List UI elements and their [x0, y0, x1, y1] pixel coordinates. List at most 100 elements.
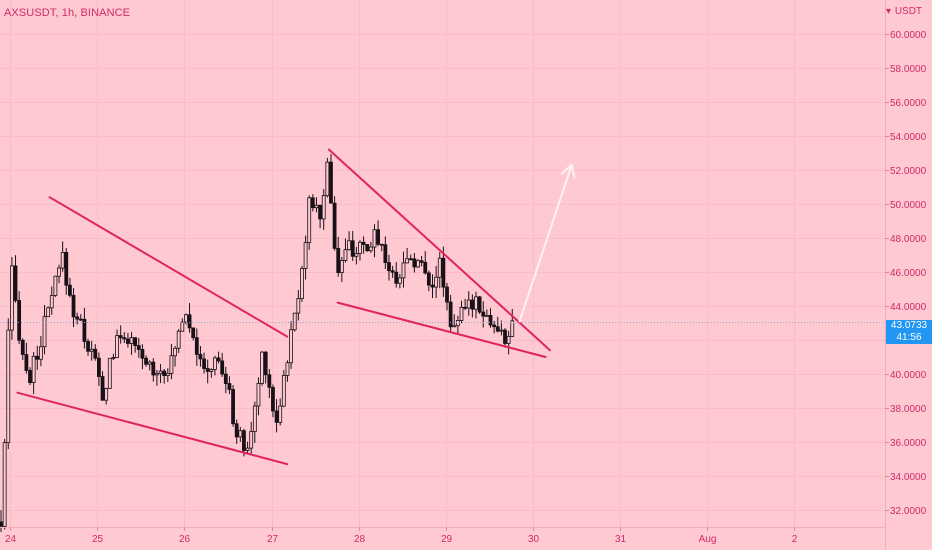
trendline-triangle-1-upper[interactable]: [48, 196, 289, 338]
candle-body: [510, 320, 515, 337]
price-tick-label: 56.0000: [890, 98, 927, 109]
candle: [423, 251, 428, 275]
candle-body: [383, 244, 388, 263]
candle-body: [64, 252, 69, 286]
candle: [147, 360, 152, 371]
candle: [492, 320, 497, 334]
candle-body: [115, 335, 119, 358]
drawing-annotations[interactable]: [16, 148, 576, 466]
candle: [231, 384, 235, 427]
candle-body: [17, 300, 22, 341]
candle: [419, 255, 424, 267]
candle: [506, 330, 511, 355]
candle: [365, 244, 370, 252]
candle-body: [325, 161, 330, 197]
candle: [256, 377, 261, 416]
candle: [307, 195, 312, 250]
candle: [300, 265, 304, 302]
candle-body: [506, 335, 511, 344]
candle-body: [310, 197, 315, 209]
candle-body: [477, 296, 482, 313]
candle: [318, 204, 322, 229]
candle: [169, 343, 174, 380]
candle-body: [75, 316, 80, 320]
candle: [249, 421, 254, 455]
candle-body: [318, 204, 322, 220]
trendline-triangle-1-lower[interactable]: [16, 391, 289, 466]
candle: [111, 353, 116, 360]
candle-body: [448, 301, 453, 328]
candle: [289, 321, 293, 369]
candle: [416, 259, 420, 268]
candle-body: [93, 348, 98, 359]
candle-body: [104, 388, 109, 401]
candle: [452, 314, 457, 328]
price-tick-label: 38.0000: [890, 404, 927, 415]
trendline-triangle-2-lower[interactable]: [336, 301, 547, 358]
candle-body: [394, 271, 399, 284]
symbol-title: AXSUSDT, 1h, BINANCE: [4, 7, 131, 19]
candle: [2, 438, 7, 530]
candle-body: [426, 272, 431, 286]
bar-countdown-badge: 41:56: [886, 332, 932, 344]
candle: [213, 355, 217, 376]
candle: [379, 243, 384, 252]
price-tick-label: 34.0000: [890, 472, 927, 483]
candle: [89, 340, 94, 361]
candle-body: [0, 521, 3, 527]
price-tick-label: 32.0000: [890, 506, 927, 517]
candle-body: [488, 315, 493, 326]
candle-body: [405, 258, 410, 264]
projection-arrow-head[interactable]: [560, 163, 576, 179]
candle-body: [343, 249, 348, 261]
time-tick-label: 2: [792, 534, 798, 545]
candle-body: [107, 357, 112, 389]
candle: [296, 289, 301, 321]
candle: [136, 337, 141, 358]
candle: [158, 364, 163, 384]
candle: [173, 345, 177, 367]
candle: [223, 366, 228, 394]
candle-body: [155, 373, 159, 376]
candle: [263, 351, 268, 384]
candle-body: [68, 284, 72, 296]
candle-body: [285, 362, 290, 376]
projection-arrow-shaft[interactable]: [518, 163, 573, 323]
candle-body: [31, 355, 36, 383]
candle-body: [147, 361, 152, 365]
candle: [484, 309, 489, 317]
candle-body: [358, 241, 362, 254]
time-tick-label: 26: [179, 534, 191, 545]
candle: [343, 238, 348, 263]
candle: [234, 419, 239, 444]
trendline-triangle-2-upper[interactable]: [327, 148, 551, 352]
candle-body: [495, 326, 500, 332]
candle-body: [303, 242, 308, 269]
currency-selector[interactable]: ▾ USDT: [886, 6, 922, 17]
time-axis[interactable]: 24 25 26 27 28 29 30 31 Aug 2: [5, 527, 798, 545]
price-tick-label: 52.0000: [890, 166, 927, 177]
candle: [140, 344, 145, 370]
price-tick-label: 48.0000: [890, 234, 927, 245]
candle: [441, 246, 446, 297]
candle: [49, 286, 54, 315]
candle-body: [408, 258, 413, 261]
candle: [412, 253, 417, 273]
candle-body: [296, 298, 301, 314]
candle-body: [133, 337, 138, 346]
candle: [126, 332, 130, 348]
candle-body: [57, 267, 61, 277]
candle-body: [441, 257, 446, 288]
candle: [93, 344, 98, 361]
candle-body: [321, 195, 326, 220]
candle: [499, 320, 504, 336]
price-tick-label: 46.0000: [890, 268, 927, 279]
candle: [387, 254, 391, 281]
candle: [390, 265, 395, 278]
candle-body: [387, 262, 391, 272]
candle-body: [238, 430, 243, 438]
price-axis[interactable]: 32.000034.000036.000038.000040.000042.00…: [885, 30, 927, 517]
candle-body: [46, 307, 51, 318]
candle-body: [53, 275, 58, 296]
